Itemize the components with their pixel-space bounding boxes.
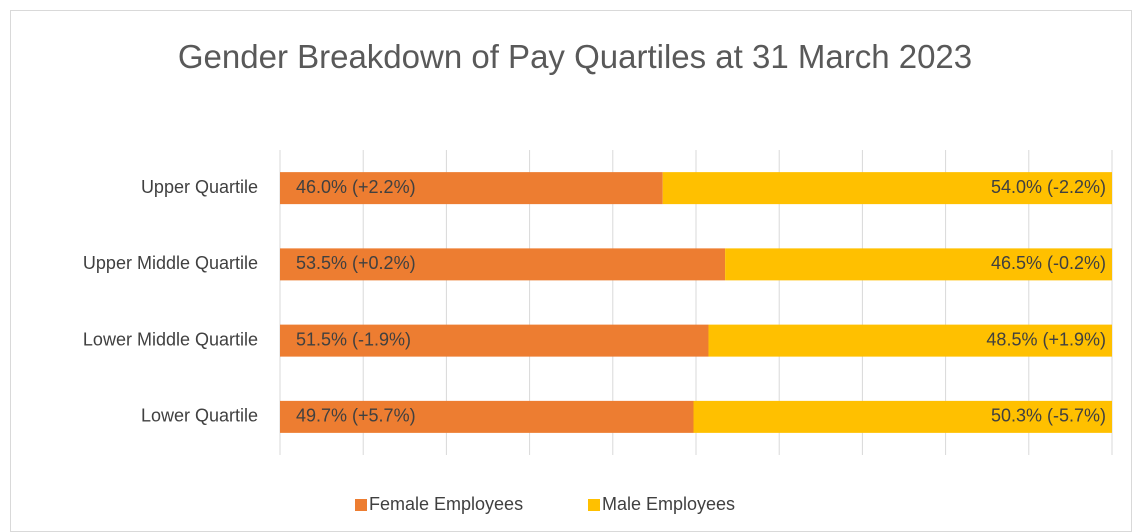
- bar-segment: [280, 400, 694, 433]
- legend-label: Female Employees: [369, 494, 523, 514]
- data-label: 49.7% (+5.7%): [296, 406, 416, 426]
- data-label: 51.5% (-1.9%): [296, 329, 411, 349]
- bar-segment: [662, 172, 1112, 205]
- y-tick-label: Upper Middle Quartile: [83, 253, 258, 273]
- y-tick-label: Lower Quartile: [141, 406, 258, 426]
- legend-label: Male Employees: [602, 494, 735, 514]
- data-label: 48.5% (+1.9%): [986, 329, 1106, 349]
- y-tick-label: Lower Middle Quartile: [83, 329, 258, 349]
- data-label: 54.0% (-2.2%): [991, 177, 1106, 197]
- data-label: 53.5% (+0.2%): [296, 253, 416, 273]
- data-label: 46.0% (+2.2%): [296, 177, 416, 197]
- data-label: 50.3% (-5.7%): [991, 406, 1106, 426]
- chart-title: Gender Breakdown of Pay Quartiles at 31 …: [177, 38, 973, 75]
- bar-segment: [280, 172, 663, 205]
- bar-segment: [725, 248, 1112, 281]
- bar-segment: [280, 248, 726, 281]
- legend-swatch: [355, 499, 367, 511]
- bar-segment: [693, 400, 1112, 433]
- bar-segment: [280, 324, 709, 357]
- y-tick-label: Upper Quartile: [141, 177, 258, 197]
- legend-swatch: [588, 499, 600, 511]
- data-label: 46.5% (-0.2%): [991, 253, 1106, 273]
- bar-segment: [708, 324, 1112, 357]
